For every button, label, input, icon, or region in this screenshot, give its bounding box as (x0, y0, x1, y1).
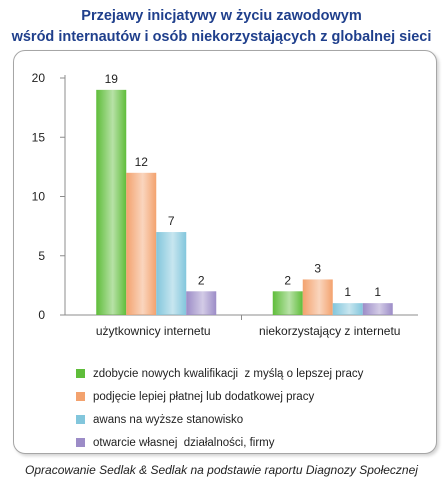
chart-frame (13, 50, 437, 454)
y-tick-label: 15 (32, 130, 46, 144)
title-line-1: Przejawy inicjatywy w życiu zawodowym (81, 8, 362, 24)
bar (362, 303, 393, 315)
legend-label: zdobycie nowych kwalifikacji z myślą o l… (93, 367, 364, 380)
data-label: 12 (135, 155, 149, 169)
legend-label: awans na wyższe stanowisko (93, 413, 244, 426)
legend-swatch (76, 369, 85, 378)
bar (272, 291, 303, 315)
bar (302, 279, 333, 315)
data-label: 19 (105, 72, 119, 86)
legend-item: podjęcie lepiej płatnej lub dodatkowej p… (76, 385, 396, 408)
data-label: 1 (344, 285, 351, 299)
legend-swatch (76, 392, 85, 401)
bar (96, 89, 127, 315)
legend-item: zdobycie nowych kwalifikacji z myślą o l… (76, 362, 396, 385)
bar (186, 291, 217, 315)
legend-label: otwarcie własnej działalności, firmy (93, 436, 275, 449)
legend-item: otwarcie własnej działalności, firmy (76, 431, 396, 454)
y-tick-label: 5 (38, 249, 45, 263)
data-label: 7 (168, 214, 175, 228)
bar (156, 232, 187, 315)
category-label: niekorzystający z internetu (259, 324, 400, 338)
y-tick-label: 10 (32, 190, 46, 204)
legend-item: awans na wyższe stanowisko (76, 408, 396, 431)
bar (332, 303, 363, 315)
data-label: 2 (284, 273, 291, 287)
legend-swatch (76, 415, 85, 424)
y-tick-label: 0 (38, 308, 45, 322)
bar (126, 172, 157, 315)
data-label: 2 (198, 273, 205, 287)
data-label: 3 (314, 261, 321, 275)
source-note: Opracowanie Sedlak & Sedlak na podstawie… (25, 463, 418, 477)
y-tick-label: 20 (32, 71, 46, 85)
data-label: 1 (374, 285, 381, 299)
legend: zdobycie nowych kwalifikacji z myślą o l… (76, 362, 396, 454)
legend-label: podjęcie lepiej płatnej lub dodatkowej p… (93, 390, 315, 403)
category-label: użytkownicy internetu (96, 324, 211, 338)
legend-swatch (76, 438, 85, 447)
